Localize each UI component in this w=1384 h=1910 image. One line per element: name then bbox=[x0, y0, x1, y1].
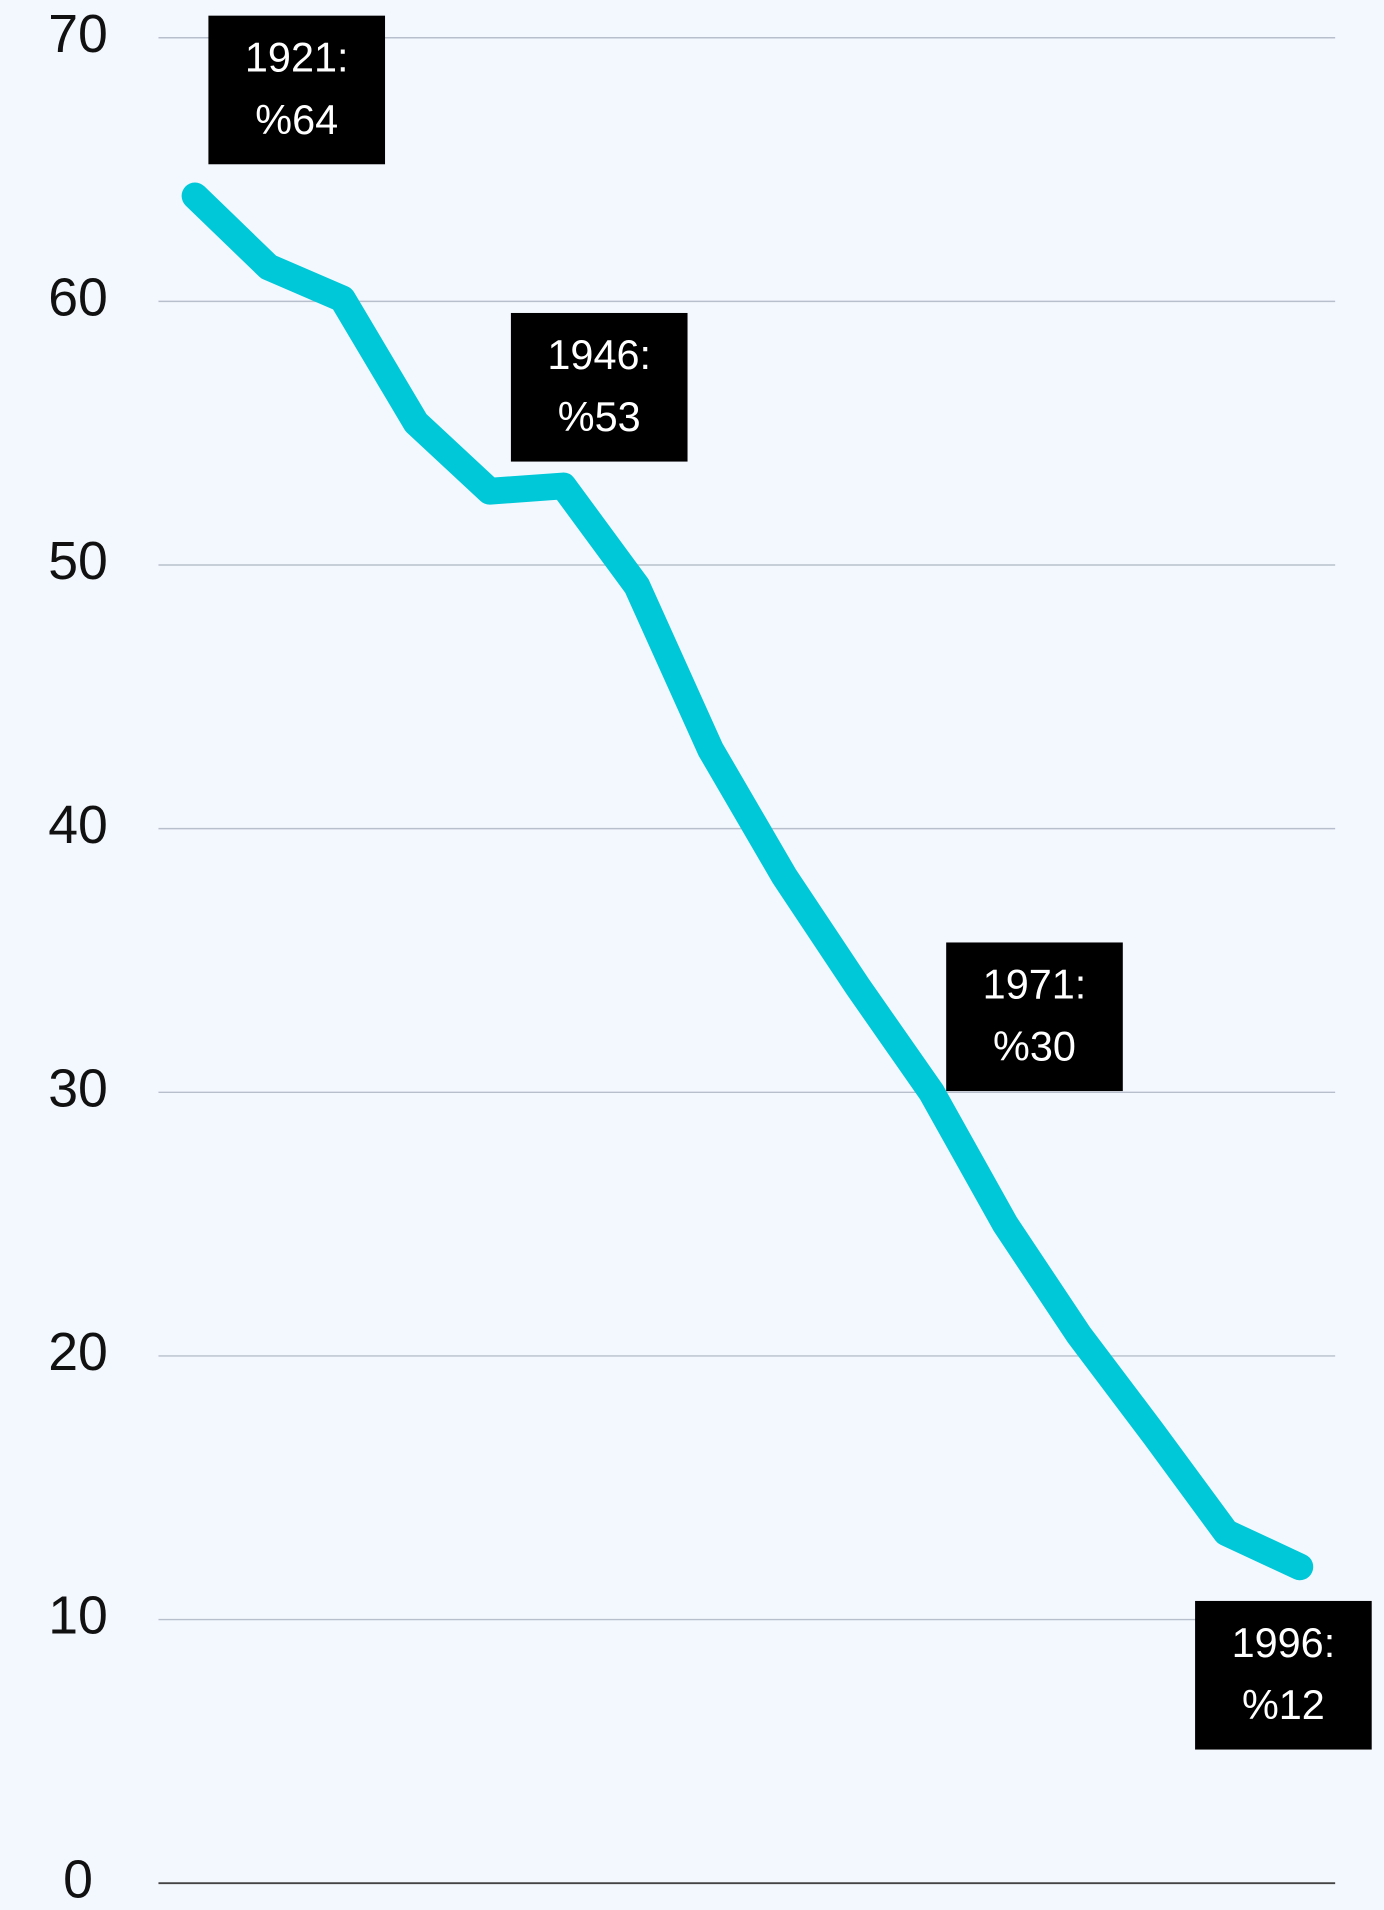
y-tick-label: 10 bbox=[48, 1586, 108, 1646]
annotation-box bbox=[208, 15, 386, 165]
annotation-box bbox=[510, 312, 688, 462]
annotation-year: 1971: bbox=[983, 961, 1087, 1007]
annotation-value: %12 bbox=[1242, 1682, 1325, 1728]
annotation-value: %53 bbox=[558, 394, 641, 440]
annotation: 1921: %64 bbox=[208, 15, 386, 165]
y-tick-label: 20 bbox=[48, 1322, 108, 1382]
annotation-box bbox=[1195, 1600, 1372, 1750]
y-tick-label: 0 bbox=[63, 1849, 93, 1909]
y-tick-label: 50 bbox=[48, 531, 108, 591]
line bbox=[181, 182, 1314, 1581]
annotation-box bbox=[946, 942, 1123, 1092]
y-tick-label: 30 bbox=[48, 1058, 108, 1118]
annotation: 1946: %53 bbox=[510, 312, 688, 462]
y-tick-label: 70 bbox=[48, 4, 108, 64]
annotation-value: %30 bbox=[993, 1024, 1076, 1070]
y-tick-label: 40 bbox=[48, 795, 108, 855]
annotation-value: %64 bbox=[255, 97, 338, 143]
annotation: 1971: %30 bbox=[946, 942, 1123, 1092]
annotation: 1996: %12 bbox=[1195, 1600, 1372, 1750]
annotation-year: 1946: bbox=[547, 332, 651, 378]
y-tick-label: 60 bbox=[48, 268, 108, 328]
annotation-year: 1921: bbox=[245, 35, 349, 81]
annotation-year: 1996: bbox=[1232, 1620, 1336, 1666]
